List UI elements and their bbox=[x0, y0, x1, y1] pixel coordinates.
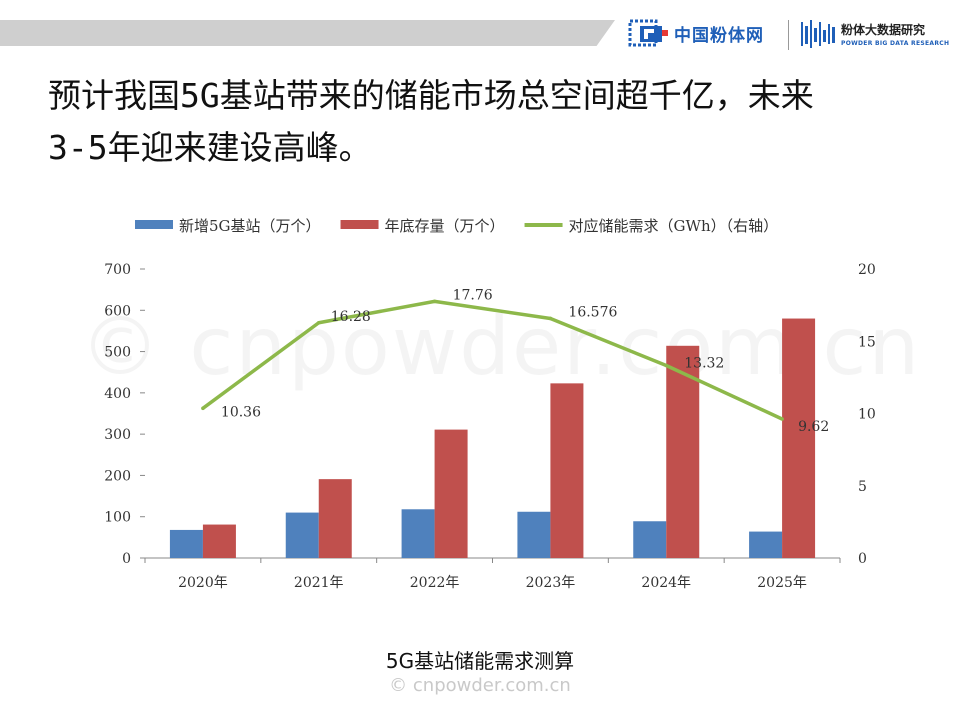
legend-label: 对应储能需求（GWh）（右轴） bbox=[569, 217, 779, 235]
new-stations-bar bbox=[633, 521, 667, 558]
right-tick-label: 15 bbox=[858, 334, 876, 350]
left-tick-label: 0 bbox=[122, 551, 131, 567]
year-end-stock-bar bbox=[318, 479, 352, 558]
storage-demand-label: 16.28 bbox=[331, 309, 371, 325]
storage-demand-point bbox=[432, 299, 437, 304]
new-stations-bar bbox=[169, 529, 203, 558]
storage-demand-point bbox=[548, 316, 553, 321]
year-end-stock-bar bbox=[782, 318, 816, 558]
left-tick-label: 200 bbox=[104, 468, 131, 484]
new-stations-bar bbox=[517, 511, 551, 558]
legend-label: 新增5G基站（万个） bbox=[179, 217, 321, 235]
x-tick-label: 2025年 bbox=[757, 575, 807, 591]
cnpowder-logo-icon bbox=[628, 19, 668, 47]
footer-watermark: © cnpowder.com.cn bbox=[389, 675, 571, 696]
slide-headline: 预计我国5G基站带来的储能市场总空间超千亿，未来 3-5年迎来建设高峰。 bbox=[48, 76, 814, 167]
x-tick-label: 2021年 bbox=[294, 575, 344, 591]
header-stripe bbox=[0, 20, 615, 46]
storage-demand-label: 16.576 bbox=[568, 304, 617, 320]
legend-label: 年底存量（万个） bbox=[385, 217, 505, 235]
new-stations-bar bbox=[401, 509, 435, 558]
storage-demand-point bbox=[201, 406, 205, 411]
x-tick-label: 2022年 bbox=[410, 575, 460, 591]
storage-demand-point bbox=[780, 417, 784, 421]
right-tick-label: 5 bbox=[858, 479, 867, 495]
x-tick-label: 2024年 bbox=[641, 575, 691, 591]
year-end-stock-bar bbox=[434, 429, 468, 558]
barcode-logo-icon bbox=[801, 20, 835, 48]
left-tick-label: 100 bbox=[104, 510, 131, 526]
legend-swatch bbox=[340, 220, 379, 229]
background-watermark: © cnpowder.com.cn bbox=[80, 300, 921, 393]
storage-demand-point bbox=[664, 363, 669, 368]
storage-demand-label: 13.32 bbox=[684, 356, 724, 372]
year-end-stock-bar bbox=[666, 345, 700, 558]
left-tick-label: 300 bbox=[104, 427, 131, 443]
new-stations-bar bbox=[285, 512, 319, 558]
storage-demand-line bbox=[201, 299, 783, 421]
powder-big-data-logo-en: POWDER BIG DATA RESEARCH bbox=[841, 40, 950, 47]
chart-legend: 新增5G基站（万个） 年底存量（万个） 对应储能需求（GWh）（右轴） bbox=[135, 217, 778, 235]
left-tick-label: 400 bbox=[104, 386, 131, 402]
storage-demand-label: 9.62 bbox=[798, 419, 829, 435]
right-tick-label: 0 bbox=[858, 551, 867, 567]
cnpowder-logo-text: 中国粉体网 bbox=[674, 25, 764, 46]
storage-demand-label: 10.36 bbox=[221, 404, 261, 420]
left-tick-label: 500 bbox=[104, 345, 131, 361]
legend-swatch bbox=[135, 220, 173, 229]
cnpowder-logo: 中国粉体网 bbox=[628, 18, 764, 48]
chart-caption: 5G基站储能需求测算 bbox=[385, 649, 575, 673]
storage-demand-chart: 新增5G基站（万个） 年底存量（万个） 对应储能需求（GWh）（右轴） 2020年 2… bbox=[104, 217, 876, 591]
right-tick-label: 20 bbox=[858, 262, 876, 278]
logo-divider bbox=[788, 20, 789, 50]
right-tick-label: 10 bbox=[858, 407, 876, 423]
year-end-stock-bar bbox=[202, 524, 236, 558]
x-tick-label: 2020年 bbox=[178, 575, 228, 591]
new-stations-bar bbox=[749, 531, 783, 558]
storage-demand-point bbox=[316, 320, 321, 325]
left-tick-label: 600 bbox=[104, 303, 131, 319]
powder-big-data-logo-cn: 粉体大数据研究 bbox=[841, 23, 926, 37]
powder-big-data-logo: 粉体大数据研究 POWDER BIG DATA RESEARCH bbox=[800, 18, 949, 50]
x-tick-label: 2023年 bbox=[526, 575, 576, 591]
year-end-stock-bar bbox=[550, 383, 584, 558]
storage-demand-label: 17.76 bbox=[453, 287, 493, 303]
left-tick-label: 700 bbox=[104, 262, 131, 278]
